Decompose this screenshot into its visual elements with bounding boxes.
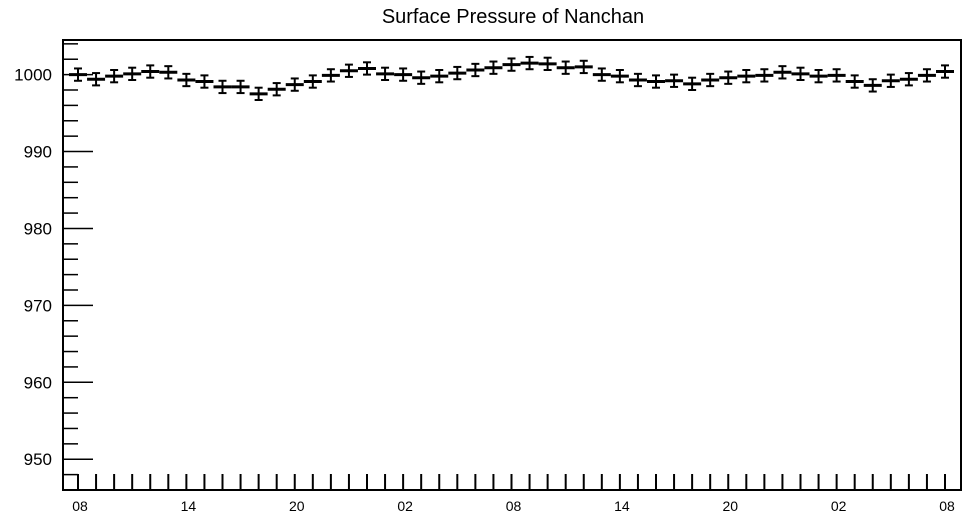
data-point	[737, 69, 756, 84]
x-tick-label: 14	[614, 498, 630, 514]
data-point	[159, 65, 178, 80]
data-point	[863, 78, 882, 93]
data-point	[881, 73, 900, 88]
data-point	[195, 74, 214, 89]
data-point	[917, 68, 936, 83]
data-point	[683, 76, 702, 91]
x-tick-label: 02	[831, 498, 847, 514]
data-point	[87, 72, 106, 87]
data-point	[502, 57, 521, 72]
x-tick-label: 02	[397, 498, 413, 514]
y-tick-label: 1000	[14, 66, 52, 85]
data-point	[574, 59, 593, 75]
data-series	[69, 55, 954, 101]
data-point	[773, 65, 792, 80]
data-point	[69, 67, 87, 82]
y-tick-label: 980	[24, 219, 52, 238]
data-point	[556, 60, 575, 75]
data-point	[177, 72, 196, 88]
data-point	[430, 69, 449, 84]
x-tick-label: 20	[289, 498, 305, 514]
plot-frame	[62, 39, 962, 491]
data-point	[809, 69, 828, 84]
data-point	[448, 65, 467, 81]
x-tick-label: 20	[722, 498, 738, 514]
data-point	[303, 74, 322, 89]
data-point	[267, 82, 286, 97]
data-point	[249, 86, 268, 101]
data-point	[592, 67, 611, 82]
data-point	[466, 62, 485, 78]
data-point	[665, 73, 684, 88]
data-point	[647, 74, 665, 89]
data-point	[538, 56, 557, 71]
y-tick-label: 950	[24, 450, 52, 469]
data-point	[719, 70, 738, 85]
data-point	[285, 77, 304, 92]
x-tick-label: 08	[72, 498, 88, 514]
y-tick-label: 990	[24, 143, 52, 162]
chart-title: Surface Pressure of Nanchan	[382, 6, 644, 28]
data-point	[628, 72, 647, 88]
x-axis: 08 14 20 02 08 14 20 02 08	[72, 474, 955, 514]
data-point	[394, 67, 413, 82]
data-point	[339, 63, 358, 78]
data-point	[610, 69, 629, 84]
data-point	[845, 74, 864, 89]
x-tick-label: 14	[181, 498, 197, 514]
data-point	[141, 64, 160, 79]
data-point	[412, 70, 431, 85]
data-point	[105, 69, 124, 84]
data-point	[701, 72, 720, 88]
data-point	[321, 68, 340, 83]
data-point	[484, 60, 503, 75]
data-point	[123, 66, 142, 81]
data-point	[827, 68, 846, 83]
x-tick-label: 08	[939, 498, 955, 514]
y-tick-label: 970	[24, 296, 52, 315]
x-tick-label: 08	[506, 498, 522, 514]
data-point	[231, 79, 250, 95]
data-point	[755, 68, 774, 83]
data-point	[899, 72, 918, 87]
data-point	[791, 66, 810, 81]
data-point	[520, 55, 539, 71]
data-point	[213, 79, 232, 95]
y-tick-label: 960	[24, 373, 52, 392]
data-point	[936, 64, 954, 79]
data-point	[376, 66, 395, 81]
data-point	[358, 61, 376, 76]
y-axis: 950 960 970 980 990 1000	[14, 43, 93, 491]
